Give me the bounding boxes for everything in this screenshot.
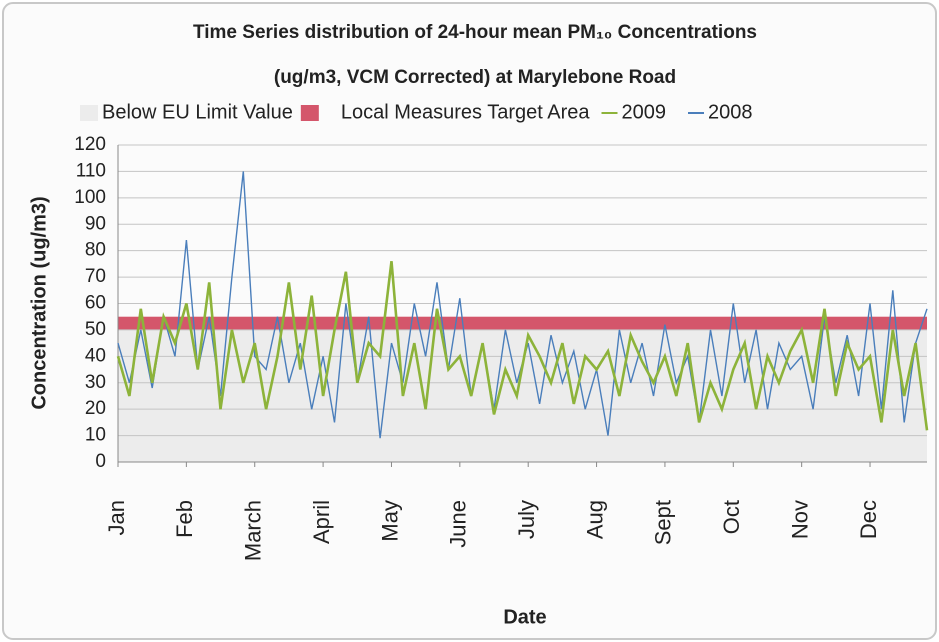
y-tick-label: 0: [95, 451, 106, 472]
y-tick-label: 80: [85, 240, 106, 261]
x-tick-label: Dec: [856, 500, 881, 539]
y-tick-label: 110: [76, 160, 106, 181]
chart-title: Time Series distribution of 24-hour mean…: [193, 22, 757, 43]
x-tick-label: Oct: [719, 500, 744, 534]
y-tick-label: 90: [85, 213, 106, 234]
y-tick-label: 20: [85, 398, 106, 419]
x-tick-label: Feb: [172, 500, 197, 538]
x-tick-label: Nov: [787, 500, 812, 539]
y-tick-label: 100: [74, 187, 106, 208]
y-tick-label: 30: [85, 372, 106, 393]
chart-subtitle: (ug/m3, VCM Corrected) at Marylebone Roa…: [274, 67, 676, 88]
x-tick-label: Jan: [104, 500, 129, 535]
x-tick-label: June: [446, 500, 471, 548]
legend-label: Local Measures Target Area: [341, 101, 591, 123]
legend-label: Below EU Limit Value: [102, 101, 293, 123]
legend-label: 2008: [708, 101, 753, 123]
band: [118, 316, 927, 330]
series-line: [116, 261, 929, 431]
y-axis-label: Concentration (ug/m3): [28, 196, 50, 409]
y-tick-label: 50: [85, 319, 106, 340]
x-tick-label: Aug: [582, 500, 607, 539]
y-tick-label: 70: [85, 266, 106, 287]
legend-label: 2009: [622, 101, 667, 123]
x-axis-label: Date: [503, 606, 546, 628]
x-tick-label: April: [309, 500, 334, 544]
y-tick-label: 10: [85, 425, 106, 446]
legend-swatch: [300, 105, 319, 121]
y-tick-label: 120: [74, 134, 106, 155]
x-tick-label: March: [241, 500, 266, 561]
x-tick-label: July: [514, 500, 539, 539]
x-tick-label: May: [377, 500, 402, 542]
y-tick-label: 40: [85, 345, 106, 366]
legend-swatch: [80, 105, 98, 121]
y-tick-label: 60: [85, 293, 106, 314]
x-tick-label: Sept: [651, 500, 676, 545]
